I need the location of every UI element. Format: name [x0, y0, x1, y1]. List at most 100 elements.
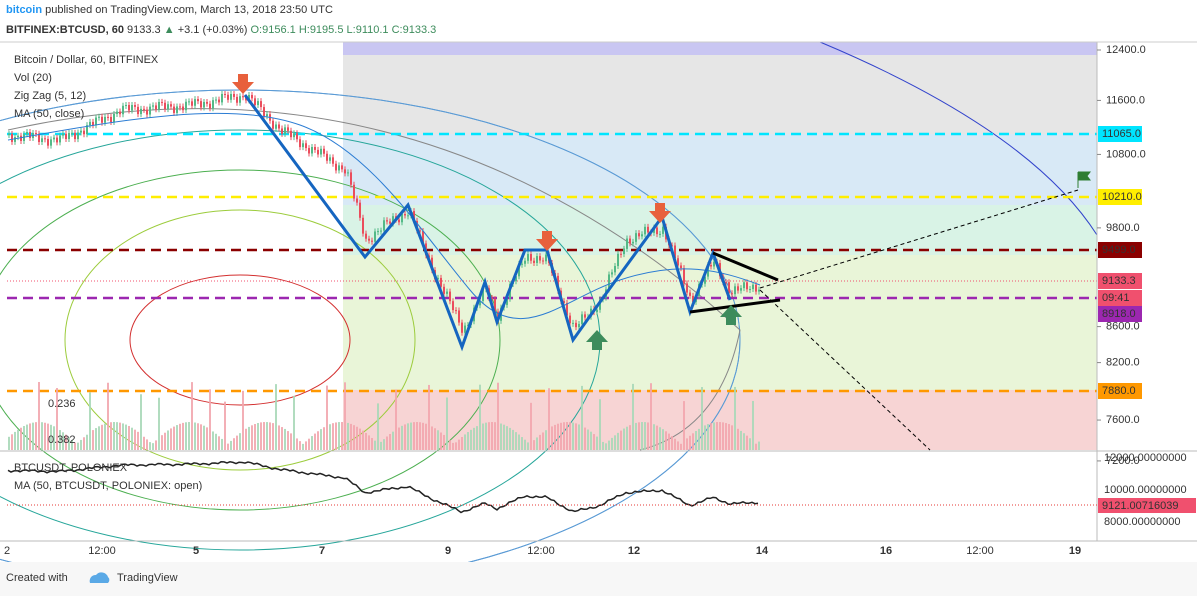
- candle: [89, 121, 91, 126]
- volume-bar: [92, 430, 94, 450]
- candle: [11, 133, 13, 142]
- volume-bar: [620, 430, 622, 450]
- volume-bar: [221, 438, 223, 450]
- volume-bar: [359, 428, 361, 450]
- volume-bar: [344, 382, 346, 450]
- volume-bar: [473, 427, 475, 450]
- zone: [343, 55, 1097, 134]
- candle: [521, 263, 523, 265]
- volume-bar: [677, 441, 679, 450]
- volume-bar: [533, 440, 535, 450]
- zone: [343, 134, 1097, 205]
- volume-bar: [452, 442, 454, 450]
- candle: [191, 101, 193, 106]
- candle: [74, 132, 76, 140]
- candle: [371, 240, 373, 242]
- level-badge: [1098, 383, 1142, 399]
- volume-bar: [110, 422, 112, 450]
- volume-bar: [407, 423, 409, 450]
- volume-bar: [395, 389, 397, 450]
- candle: [38, 133, 40, 143]
- volume-bar: [539, 434, 541, 450]
- candle: [230, 93, 232, 100]
- candle: [383, 220, 385, 231]
- candle: [641, 234, 643, 237]
- candle: [335, 163, 337, 171]
- candle: [482, 288, 484, 301]
- volume-bar: [404, 424, 406, 450]
- volume-bar: [590, 431, 592, 450]
- volume-bar: [623, 428, 625, 450]
- volume-bar: [302, 443, 304, 450]
- candle: [233, 93, 235, 97]
- volume-bar: [542, 432, 544, 450]
- volume: [8, 382, 760, 450]
- candle: [152, 105, 154, 107]
- volume-bar: [356, 426, 358, 450]
- volume-bar: [500, 423, 502, 450]
- volume-bar: [173, 426, 175, 450]
- candle: [536, 256, 538, 263]
- volume-bar: [305, 441, 307, 450]
- volume-bar: [665, 431, 667, 450]
- volume-bar: [86, 434, 88, 450]
- volume-bar: [137, 431, 139, 450]
- legend: MA (50, BTCUSDT, POLONIEX: open): [14, 480, 202, 492]
- volume-bar: [734, 386, 736, 450]
- volume-bar: [593, 434, 595, 450]
- candle: [356, 198, 358, 203]
- candle: [296, 133, 298, 140]
- candle: [179, 106, 181, 108]
- volume-bar: [71, 439, 73, 450]
- volume-bar: [698, 428, 700, 450]
- volume-bar: [98, 426, 100, 450]
- candle: [170, 104, 172, 107]
- candle: [236, 96, 238, 103]
- candle: [215, 99, 217, 101]
- price-tick: 11600.0: [1106, 94, 1145, 106]
- volume-bar: [254, 424, 256, 450]
- candle: [524, 260, 526, 264]
- volume-bar: [584, 427, 586, 450]
- quote: BITFINEX:BTCUSD, 60 9133.3 ▲ +3.1 (+0.03…: [6, 24, 436, 36]
- candle: [539, 256, 541, 261]
- candle: [203, 101, 205, 108]
- candle: [386, 220, 388, 222]
- triangle-line: [712, 251, 779, 282]
- candle: [689, 292, 691, 296]
- level-label: 8918.0: [1102, 308, 1136, 320]
- levels: [7, 132, 1097, 393]
- candle: [686, 283, 688, 293]
- footer-brand: TradingView: [117, 572, 178, 584]
- candle: [329, 157, 331, 161]
- candle: [569, 315, 571, 324]
- candle: [257, 101, 259, 106]
- volume-bar: [74, 442, 76, 450]
- candle: [584, 314, 586, 318]
- volume-bar: [326, 385, 328, 450]
- dynamic: Bitcoin / Dollar, 60, BITFINEX Vol (20) Zi…: [4, 44, 1196, 557]
- volume-bar: [743, 433, 745, 450]
- candle: [212, 100, 214, 109]
- volume-bar: [479, 384, 481, 450]
- volume-bar: [317, 431, 319, 450]
- up-icon: ▲: [164, 24, 175, 36]
- volume-bar: [41, 422, 43, 450]
- volume-bar: [647, 422, 649, 450]
- candle: [176, 106, 178, 113]
- volume-bar: [719, 422, 721, 450]
- fib-circle: [64, 209, 416, 471]
- volume-bar: [602, 441, 604, 450]
- volume-bar: [140, 394, 142, 450]
- published: published on TradingView.com, March 13, …: [45, 4, 333, 16]
- volume-bar: [536, 437, 538, 450]
- volume-bar: [332, 423, 334, 450]
- candle: [647, 226, 649, 233]
- volume-bar: [377, 403, 379, 450]
- volume-bar: [494, 422, 496, 450]
- volume-bar: [56, 388, 58, 450]
- volume-bar: [686, 438, 688, 450]
- time-tick: 2: [4, 545, 10, 557]
- fib-circle: [129, 274, 351, 406]
- volume-bar: [260, 422, 262, 450]
